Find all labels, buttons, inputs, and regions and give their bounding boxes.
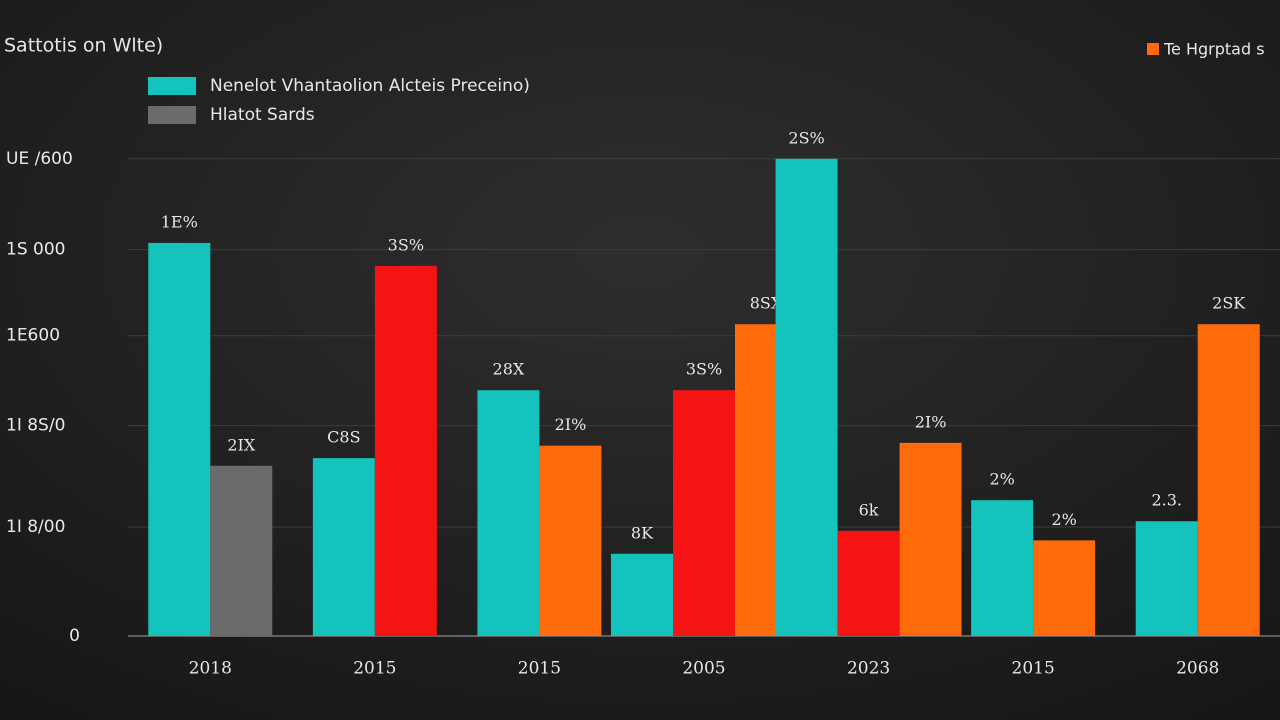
x-tick-label: 2015 xyxy=(353,659,396,679)
bar xyxy=(374,265,437,636)
bar xyxy=(899,442,962,636)
x-tick-label: 2023 xyxy=(847,659,890,679)
y-tick-label: UE /600 xyxy=(6,149,73,169)
bar xyxy=(837,530,900,636)
x-tick-label: 2015 xyxy=(1012,659,1055,679)
bar xyxy=(673,390,735,636)
bar xyxy=(971,500,1034,636)
x-tick-label: 2068 xyxy=(1176,659,1219,679)
legend-swatch xyxy=(148,106,196,124)
value-label: 28X xyxy=(493,360,525,379)
bar xyxy=(611,553,673,636)
x-tick-label: 2015 xyxy=(518,659,561,679)
legend-swatch xyxy=(1147,43,1159,55)
bar xyxy=(312,458,375,636)
bar xyxy=(1197,324,1260,636)
value-label: 1E% xyxy=(161,212,198,231)
y-tick-label: 0 xyxy=(69,626,80,646)
bar xyxy=(148,242,211,636)
bar xyxy=(1135,521,1198,636)
value-label: 6k xyxy=(859,500,879,519)
value-label: 3S% xyxy=(388,235,424,254)
value-label: C8S xyxy=(327,428,360,447)
value-label: 2I% xyxy=(555,415,587,434)
value-label: 2.3. xyxy=(1151,491,1182,510)
y-tick-label: 1S 000 xyxy=(6,240,65,260)
value-label: 2S% xyxy=(788,128,824,147)
value-label: 8K xyxy=(631,523,654,542)
value-label: 2% xyxy=(1051,510,1076,529)
legend-label: Te Hgrptad s xyxy=(1163,40,1265,59)
value-label: 2% xyxy=(989,470,1014,489)
bar xyxy=(539,445,602,636)
legend-label: Hlatot Sards xyxy=(210,105,315,125)
bar xyxy=(210,465,273,636)
y-tick-label: 1E600 xyxy=(6,326,60,346)
value-label: 8SX xyxy=(750,294,783,313)
chart-title: Sattotis on Wlte) xyxy=(4,35,163,57)
value-label: 3S% xyxy=(686,360,722,379)
x-tick-label: 2005 xyxy=(682,659,725,679)
bar xyxy=(775,158,838,637)
value-label: 2IX xyxy=(227,435,256,454)
value-label: 2I% xyxy=(915,412,947,431)
y-tick-label: 1I 8S/0 xyxy=(6,416,65,436)
legend-swatch xyxy=(148,77,196,95)
bar xyxy=(1033,540,1096,636)
bar xyxy=(477,390,540,636)
x-tick-label: 2018 xyxy=(189,659,232,679)
value-label: 2SK xyxy=(1212,294,1246,313)
y-tick-label: 1I 8/00 xyxy=(6,517,65,537)
legend-label: Nenelot Vhantaolion Alcteis Preceino) xyxy=(210,76,530,96)
